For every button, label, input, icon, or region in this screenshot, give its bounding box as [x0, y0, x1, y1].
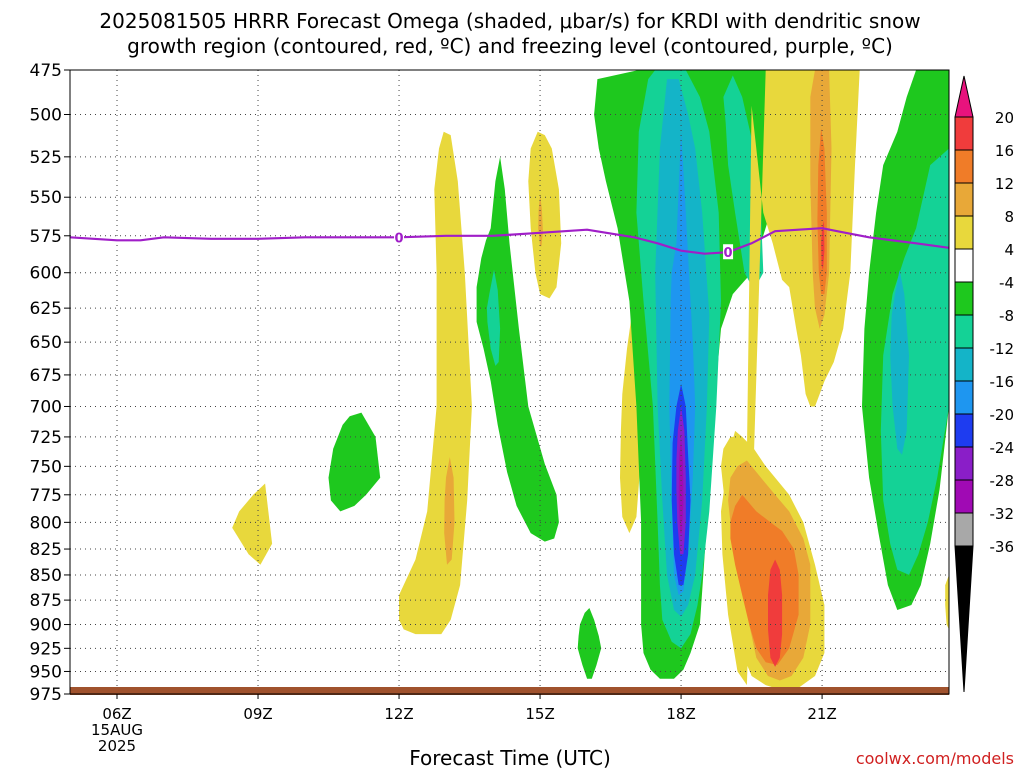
- x-tick-label-6-2: 2025: [98, 737, 136, 755]
- omega-region-17: [677, 165, 685, 343]
- omega-region-28: [880, 148, 949, 575]
- y-tick-label-600: 600: [30, 264, 62, 284]
- y-tick-label-475: 475: [30, 61, 62, 81]
- colorbar-label-7: -12: [990, 340, 1015, 358]
- y-tick-label-800: 800: [30, 513, 62, 533]
- omega-region-30: [945, 574, 949, 630]
- pressure-axis: 475 500 525 550 575 600 625 650 675 700 725 750 775 8…: [30, 61, 70, 705]
- y-tick-label-775: 775: [30, 486, 62, 506]
- y-tick-label-575: 575: [30, 227, 62, 247]
- omega-region-25: [817, 128, 827, 295]
- colorbar-label-13: -36: [990, 538, 1015, 556]
- colorbar-swatch-1: [954, 116, 974, 151]
- x-tick-label-18-0: 18Z: [666, 705, 695, 723]
- x-tick-label-6-1: 15AUG: [91, 721, 143, 739]
- colorbar-label-10: -24: [990, 439, 1015, 457]
- omega-region-1: [328, 412, 381, 512]
- y-tick-label-700: 700: [30, 397, 62, 417]
- freezing-level-contour: 00: [69, 227, 950, 261]
- credit-text: coolwx.com/models: [856, 749, 1014, 768]
- freezing-label-bg-0: [394, 229, 405, 245]
- colorbar-swatch-10: [954, 413, 974, 448]
- x-tick-label-9-0: 09Z: [243, 705, 272, 723]
- colorbar-label-6: -8: [999, 307, 1014, 325]
- omega-region-29: [890, 269, 909, 455]
- y-tick-label-850: 850: [30, 566, 62, 586]
- colorbar-swatch-4: [954, 215, 974, 250]
- colorbar-swatch-6: [954, 281, 974, 316]
- colorbar-bottom-arrow: [954, 545, 974, 693]
- freezing-level-label-0: 0: [395, 231, 404, 246]
- y-tick-label-875: 875: [30, 591, 62, 611]
- colorbar-label-0: 20: [995, 109, 1014, 127]
- colorbar-swatch-11: [954, 446, 974, 481]
- y-tick-label-925: 925: [30, 639, 62, 659]
- colorbar-swatch-2: [954, 149, 974, 184]
- omega-shaded-regions: [232, 70, 949, 690]
- y-tick-label-525: 525: [30, 148, 62, 168]
- colorbar-label-2: 12: [995, 175, 1014, 193]
- x-axis-label: Forecast Time (UTC): [409, 746, 611, 768]
- omega-colorbar: 20 16 12 8 4 -4 -8 -12 -16 -20 -24 -28 -32 -36: [954, 75, 1015, 693]
- x-tick-label-12-0: 12Z: [384, 705, 413, 723]
- chart-title-line-1: 2025081505 HRRR Forecast Omega (shaded, …: [99, 9, 920, 33]
- omega-region-23: [768, 559, 783, 667]
- colorbar-label-5: -4: [999, 274, 1014, 292]
- ground-surface: [70, 687, 949, 695]
- y-tick-label-825: 825: [30, 540, 62, 560]
- omega-region-0: [232, 483, 273, 565]
- x-tick-label-15-0: 15Z: [525, 705, 554, 723]
- plot-grid: [70, 69, 949, 695]
- colorbar-swatch-5: [954, 248, 974, 283]
- plot-frame: [69, 69, 950, 695]
- y-tick-label-675: 675: [30, 366, 62, 386]
- chart-title-line-2: growth region (contoured, red, ºC) and f…: [127, 34, 893, 58]
- y-tick-label-975: 975: [30, 685, 62, 705]
- colorbar-swatch-3: [954, 182, 974, 217]
- omega-region-9: [577, 608, 602, 679]
- omega-region-4: [476, 156, 559, 542]
- y-tick-label-900: 900: [30, 616, 62, 636]
- freezing-label-bg-1: [723, 244, 734, 260]
- colorbar-label-3: 8: [1004, 208, 1014, 226]
- y-tick-label-725: 725: [30, 428, 62, 448]
- x-tick-label-6-0: 06Z: [102, 705, 131, 723]
- colorbar-label-4: 4: [1004, 241, 1014, 259]
- freezing-level-label-1: 0: [724, 246, 733, 261]
- colorbar-label-8: -16: [990, 373, 1015, 391]
- omega-region-6: [528, 131, 562, 299]
- x-tick-label-21-0: 21Z: [807, 705, 836, 723]
- colorbar-swatch-12: [954, 479, 974, 514]
- colorbar-top-arrow: [954, 75, 974, 118]
- y-tick-label-550: 550: [30, 188, 62, 208]
- omega-region-26: [821, 220, 825, 270]
- colorbar-label-11: -28: [990, 472, 1015, 490]
- y-tick-label-500: 500: [30, 106, 62, 126]
- y-tick-label-625: 625: [30, 299, 62, 319]
- omega-region-2: [399, 131, 472, 635]
- y-tick-label-650: 650: [30, 333, 62, 353]
- freezing-level-line: [69, 227, 950, 255]
- colorbar-swatch-9: [954, 380, 974, 415]
- omega-region-3: [444, 457, 455, 565]
- colorbar-swatch-7: [954, 314, 974, 349]
- colorbar-swatch-13: [954, 512, 974, 547]
- y-tick-label-950: 950: [30, 662, 62, 682]
- colorbar-label-12: -32: [990, 505, 1015, 523]
- ground-strip: [70, 687, 949, 695]
- colorbar-label-1: 16: [995, 142, 1014, 160]
- colorbar-label-9: -20: [990, 406, 1015, 424]
- colorbar-swatch-8: [954, 347, 974, 382]
- y-tick-label-750: 750: [30, 457, 62, 477]
